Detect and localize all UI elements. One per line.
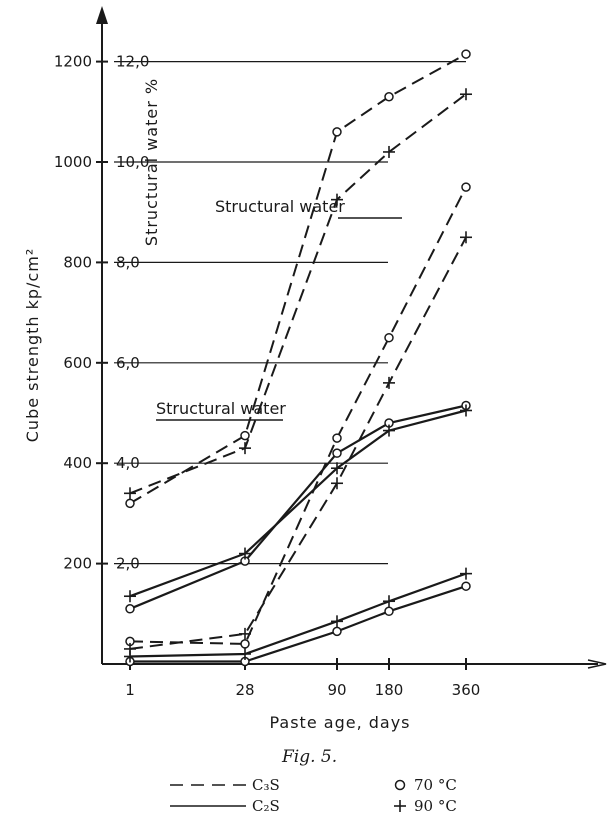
data-point-plus: [331, 615, 343, 628]
x-axis-title: Paste age, days: [269, 713, 410, 732]
data-point-plus: [383, 145, 395, 158]
y-axis-left-title: Cube strength kp/cm²: [23, 248, 42, 442]
y-right-tick-label: 4,0: [116, 454, 140, 472]
data-point-plus: [239, 547, 251, 560]
grid-layer: [114, 60, 466, 565]
data-point-plus: [239, 627, 251, 640]
legend-70c-label: 70 °C: [414, 776, 457, 794]
data-point-plus: [124, 650, 136, 663]
data-point-circle: [332, 433, 342, 443]
figure-caption: Fig. 5.: [281, 747, 337, 767]
data-point-plus: [239, 647, 251, 660]
axes-layer: 200 2,0 400 4,0 600 6,0 800 8,0 1000 10,0 1200 12,0…: [54, 6, 607, 699]
data-point-plus: [331, 477, 343, 490]
data-point-circle: [384, 606, 394, 617]
legend-plus-marker: [394, 800, 406, 812]
data-point-circle: [332, 127, 342, 137]
x-tick-label: 360: [452, 681, 481, 699]
data-point-circle: [240, 639, 250, 649]
data-point-circle: [461, 49, 471, 59]
data-point-circle: [332, 626, 342, 637]
data-point-plus: [460, 231, 472, 244]
legend-c3s-label: C₃S: [252, 776, 280, 794]
data-point-circle: [384, 332, 394, 343]
x-tick-label: 90: [327, 681, 346, 699]
data-point-circle: [461, 182, 471, 192]
data-point-plus: [239, 442, 251, 455]
series-line-1: [129, 53, 467, 505]
data-point-plus: [460, 404, 472, 417]
series-layer: [124, 49, 472, 667]
y-right-tick-label: 6,0: [116, 354, 140, 372]
y-axis-arrow: [96, 6, 108, 24]
data-point-circle: [384, 91, 394, 102]
data-point-plus: [124, 590, 136, 603]
x-tick-label: 180: [375, 681, 404, 699]
y-right-tick-label: 10,0: [116, 153, 149, 171]
legend: C₃S C₂S 70 °C 90 °C: [170, 776, 457, 815]
legend-c2s-label: C₂S: [252, 797, 280, 815]
y-right-tick-label: 2,0: [116, 555, 140, 573]
y-left-tick-label: 200: [63, 555, 92, 573]
y-left-tick-label: 1000: [54, 153, 92, 171]
data-point-circle: [461, 581, 471, 591]
x-tick-label: 28: [235, 681, 254, 699]
series-line-2: [129, 93, 467, 495]
y-left-tick-label: 800: [63, 253, 92, 271]
legend-circle-marker: [394, 779, 406, 791]
annotation-structural-water-lower: Structural water: [156, 399, 286, 418]
data-point-plus: [331, 462, 343, 475]
series-line-6: [129, 409, 467, 598]
y-right-tick-label: 8,0: [116, 253, 140, 271]
data-point-plus: [383, 424, 395, 437]
data-point-plus: [460, 88, 472, 101]
series-line-7: [130, 585, 467, 663]
data-point-circle: [125, 604, 135, 614]
data-point-plus: [331, 193, 343, 206]
y-left-tick-label: 400: [63, 454, 92, 472]
y-axis-right-title: Structural water %: [142, 78, 161, 246]
data-point-plus: [383, 595, 395, 608]
y-right-tick-label: 12,0: [116, 53, 149, 71]
data-point-circle: [332, 448, 342, 458]
legend-90c-label: 90 °C: [414, 797, 457, 815]
annotation-structural-water-upper: Structural water: [215, 197, 345, 216]
data-point-plus: [460, 567, 472, 580]
x-tick-label: 1: [125, 681, 135, 699]
data-point-circle: [240, 430, 250, 441]
data-point-plus: [383, 376, 395, 389]
data-point-circle: [125, 498, 135, 509]
y-left-tick-label: 600: [63, 354, 92, 372]
y-left-tick-label: 1200: [54, 53, 92, 71]
data-point-plus: [124, 487, 136, 500]
x-axis-arrow: [587, 659, 607, 669]
